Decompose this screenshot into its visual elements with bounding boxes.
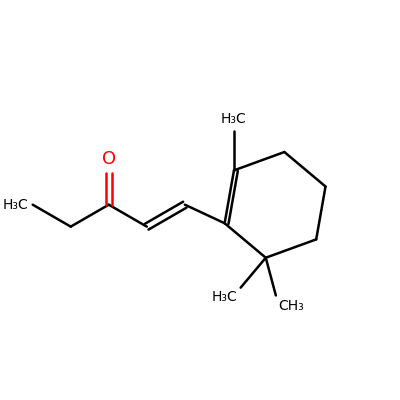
- Text: O: O: [102, 150, 116, 168]
- Text: H₃C: H₃C: [221, 112, 247, 126]
- Text: H₃C: H₃C: [212, 290, 238, 304]
- Text: H₃C: H₃C: [3, 198, 29, 212]
- Text: CH₃: CH₃: [278, 299, 304, 313]
